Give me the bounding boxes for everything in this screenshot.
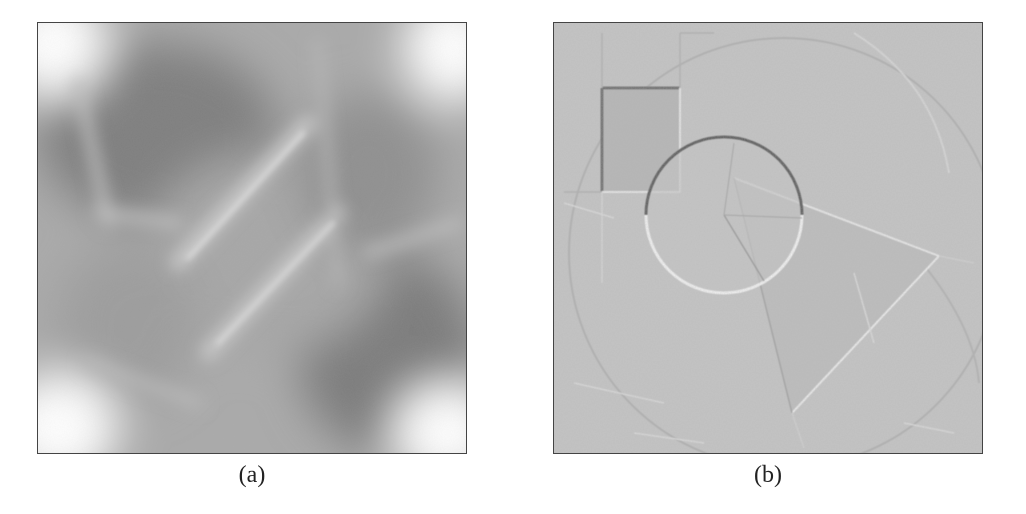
- edge-enhanced-reconstruction-image: [554, 23, 982, 453]
- panel-label-a: (a): [238, 462, 266, 488]
- blurred-reconstruction-image: [38, 23, 466, 453]
- panel-label-b: (b): [754, 462, 782, 488]
- image-panel-b: [553, 22, 983, 454]
- image-panel-a: [37, 22, 467, 454]
